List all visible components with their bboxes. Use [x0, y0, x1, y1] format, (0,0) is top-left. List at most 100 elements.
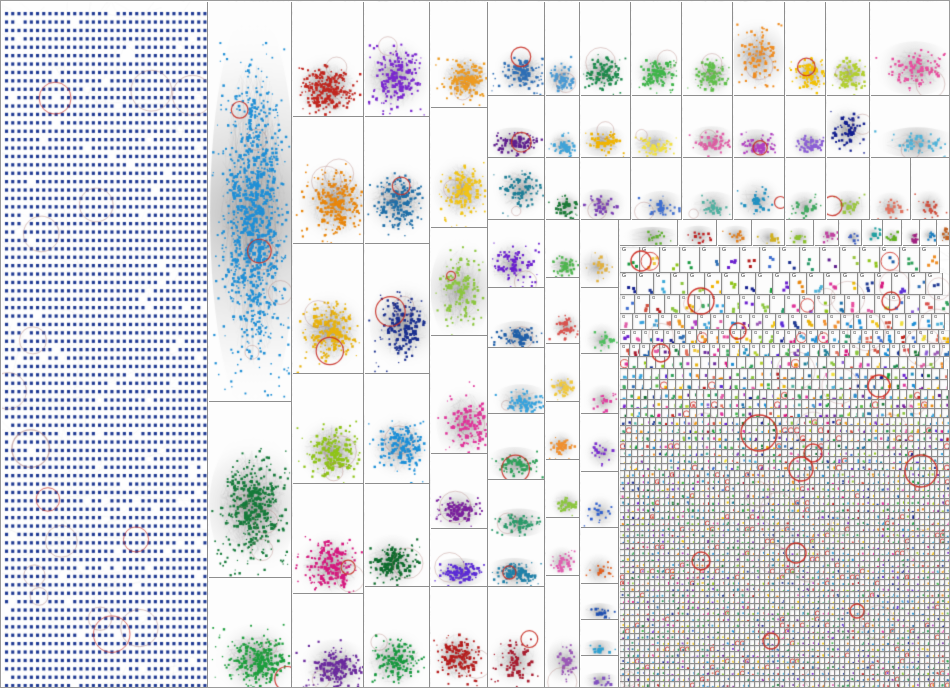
- cluster-cell-micro[interactable]: G: [932, 314, 945, 330]
- cluster-cell-micro[interactable]: [690, 400, 697, 409]
- cluster-cell-micro[interactable]: G: [740, 344, 750, 357]
- cluster-cell-micro[interactable]: G: [860, 344, 870, 357]
- cluster-cell-micro[interactable]: G: [780, 344, 790, 357]
- cluster-cell-micro[interactable]: [865, 409, 872, 418]
- cluster-cell-micro[interactable]: G: [646, 314, 659, 330]
- cluster-cell-micro[interactable]: [800, 357, 809, 369]
- cluster-cell-micro[interactable]: [858, 409, 865, 418]
- cluster-cell-micro[interactable]: [900, 400, 907, 409]
- cluster-cell-micro[interactable]: [928, 390, 935, 400]
- cluster-cell-g85[interactable]: [903, 220, 920, 246]
- cluster-cell-micro[interactable]: G: [780, 247, 800, 273]
- cluster-cell-g18[interactable]: [431, 2, 488, 108]
- cluster-cell-micro[interactable]: [944, 442, 949, 450]
- cluster-cell-micro[interactable]: G: [710, 344, 720, 357]
- cluster-cell-micro[interactable]: G: [640, 247, 660, 273]
- cluster-cell-micro[interactable]: [700, 380, 708, 390]
- cluster-cell-micro[interactable]: [656, 357, 665, 369]
- cluster-cell-micro[interactable]: [760, 409, 767, 418]
- cluster-cell-g59[interactable]: [581, 158, 631, 220]
- cluster-cell-micro[interactable]: [628, 380, 636, 390]
- cluster-cell-micro[interactable]: [908, 369, 916, 380]
- cluster-cell-micro[interactable]: G: [695, 295, 710, 314]
- cluster-cell-micro[interactable]: [718, 390, 725, 400]
- cluster-cell-micro[interactable]: G: [841, 314, 854, 330]
- cluster-cell-micro[interactable]: [865, 390, 872, 400]
- cluster-cell-micro[interactable]: [900, 369, 908, 380]
- cluster-cell-micro[interactable]: [837, 400, 844, 409]
- cluster-cell-micro[interactable]: [884, 380, 892, 390]
- cluster-cell-micro[interactable]: G: [930, 344, 940, 357]
- cluster-cell-micro[interactable]: G: [860, 295, 875, 314]
- cluster-cell-micro[interactable]: [683, 357, 692, 369]
- cluster-cell-g13[interactable]: [365, 244, 430, 374]
- cluster-cell-g70[interactable]: [581, 414, 619, 472]
- cluster-cell-micro[interactable]: [828, 380, 836, 390]
- cluster-cell-micro[interactable]: [772, 380, 780, 390]
- cluster-cell-micro[interactable]: G: [665, 295, 680, 314]
- cluster-cell-micro[interactable]: [676, 369, 684, 380]
- cluster-cell-micro[interactable]: [767, 390, 774, 400]
- cluster-cell-micro[interactable]: [802, 400, 809, 409]
- cluster-cell-micro[interactable]: [660, 380, 668, 390]
- cluster-cell-micro[interactable]: [724, 369, 732, 380]
- cluster-cell-g9[interactable]: [293, 484, 364, 594]
- cluster-cell-micro[interactable]: [641, 409, 648, 418]
- cluster-cell-micro[interactable]: [760, 400, 767, 409]
- cluster-cell-micro[interactable]: G: [620, 273, 637, 295]
- cluster-cell-micro[interactable]: [809, 400, 816, 409]
- cluster-cell-micro[interactable]: [655, 409, 662, 418]
- cluster-cell-g87[interactable]: [938, 220, 949, 246]
- cluster-cell-micro[interactable]: [900, 380, 908, 390]
- cluster-cell-micro[interactable]: [647, 357, 656, 369]
- cluster-cell-micro[interactable]: G: [697, 330, 708, 344]
- cluster-cell-micro[interactable]: G: [700, 247, 720, 273]
- cluster-cell-g30[interactable]: [734, 2, 785, 96]
- cluster-cell-g67[interactable]: [581, 220, 619, 288]
- cluster-cell-micro[interactable]: [945, 506, 949, 513]
- cluster-cell-micro[interactable]: [697, 409, 704, 418]
- cluster-cell-g24[interactable]: [488, 529, 545, 587]
- cluster-cell-micro[interactable]: [748, 369, 756, 380]
- cluster-cell-micro[interactable]: [830, 400, 837, 409]
- cluster-cell-micro[interactable]: [944, 450, 949, 457]
- cluster-cell-micro[interactable]: G: [730, 330, 741, 344]
- cluster-cell-micro[interactable]: [620, 369, 628, 380]
- cluster-cell-micro[interactable]: G: [880, 344, 890, 357]
- cluster-cell-micro[interactable]: [683, 409, 690, 418]
- cluster-cell-micro[interactable]: [844, 390, 851, 400]
- cluster-cell-micro[interactable]: G: [800, 247, 820, 273]
- cluster-cell-g5[interactable]: [293, 2, 364, 117]
- cluster-cell-g53[interactable]: [546, 278, 580, 344]
- cluster-cell-micro[interactable]: [710, 357, 719, 369]
- cluster-cell-micro[interactable]: [724, 380, 732, 390]
- cluster-cell-micro[interactable]: [851, 390, 858, 400]
- cluster-cell-micro[interactable]: [872, 357, 881, 369]
- cluster-cell-micro[interactable]: [886, 400, 893, 409]
- cluster-cell-micro[interactable]: G: [650, 344, 660, 357]
- cluster-cell-micro[interactable]: G: [620, 295, 635, 314]
- cluster-cell-micro[interactable]: G: [675, 330, 686, 344]
- cluster-cell-micro[interactable]: [860, 380, 868, 390]
- cluster-cell-micro[interactable]: G: [940, 344, 949, 357]
- cluster-cell-micro[interactable]: [774, 400, 781, 409]
- cluster-cell-micro[interactable]: [872, 409, 879, 418]
- cluster-cell-micro[interactable]: [629, 357, 638, 369]
- cluster-cell-g34[interactable]: [488, 96, 545, 158]
- cluster-cell-micro[interactable]: [753, 390, 760, 400]
- cluster-cell-micro[interactable]: [697, 390, 704, 400]
- cluster-cell-micro[interactable]: [644, 369, 652, 380]
- cluster-cell-g39[interactable]: [488, 414, 545, 480]
- cluster-cell-micro[interactable]: [860, 369, 868, 380]
- cluster-cell-g58[interactable]: [546, 576, 580, 687]
- cluster-cell-micro[interactable]: [764, 357, 773, 369]
- cluster-cell-micro[interactable]: G: [858, 273, 875, 295]
- cluster-cell-micro[interactable]: G: [796, 330, 807, 344]
- cluster-cell-micro[interactable]: [879, 409, 886, 418]
- cluster-cell-micro[interactable]: [725, 390, 732, 400]
- cluster-cell-micro[interactable]: [907, 390, 914, 400]
- cluster-cell-micro[interactable]: G: [763, 314, 776, 330]
- cluster-cell-g62[interactable]: [734, 158, 785, 220]
- cluster-cell-micro[interactable]: G: [893, 314, 906, 330]
- cluster-cell-micro[interactable]: [858, 390, 865, 400]
